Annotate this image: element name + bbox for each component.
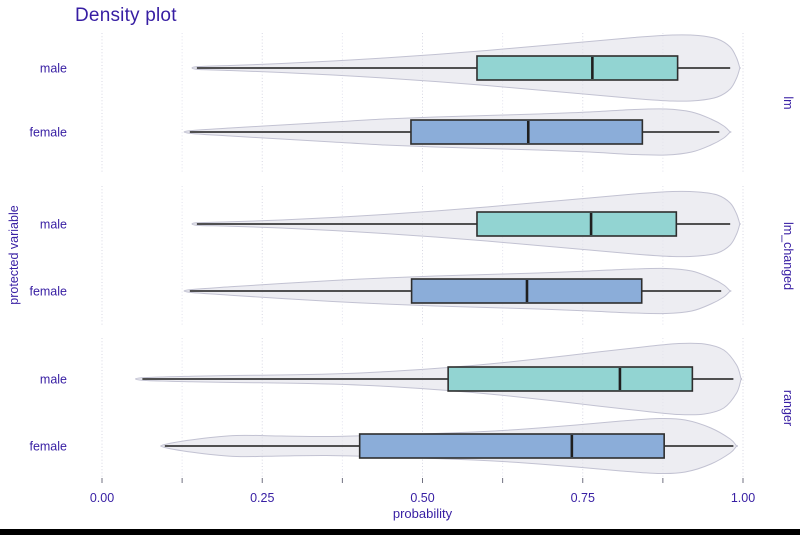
chart-title: Density plot — [75, 5, 177, 26]
facet-strip-lm: lm — [781, 96, 795, 110]
y-tick-label-lm-female: female — [29, 126, 67, 140]
y-axis-label: protected variable — [7, 205, 21, 305]
y-tick-label-ranger-male: male — [40, 373, 67, 387]
bottom-border — [0, 529, 800, 535]
facet-strip-lm-changed: lm_changed — [781, 221, 795, 291]
box-lm-female — [410, 119, 644, 145]
x-tick-label: 0.25 — [250, 491, 274, 505]
x-tick-label: 0.75 — [571, 491, 595, 505]
y-tick-label-lm_changed-female: female — [29, 285, 67, 299]
box-lm-male — [476, 55, 679, 81]
x-tick-label: 0.00 — [90, 491, 114, 505]
box-ranger-male — [447, 366, 694, 392]
y-tick-label-lm-male: male — [40, 62, 67, 76]
facet-strip-ranger: ranger — [781, 389, 795, 427]
y-tick-label-lm_changed-male: male — [40, 218, 67, 232]
box-ranger-female — [358, 433, 665, 459]
x-tick-label: 1.00 — [731, 491, 755, 505]
y-tick-label-ranger-female: female — [29, 440, 67, 454]
x-tick-label: 0.50 — [410, 491, 434, 505]
box-lm_changed-male — [476, 211, 678, 237]
x-axis-label: probability — [392, 506, 453, 521]
